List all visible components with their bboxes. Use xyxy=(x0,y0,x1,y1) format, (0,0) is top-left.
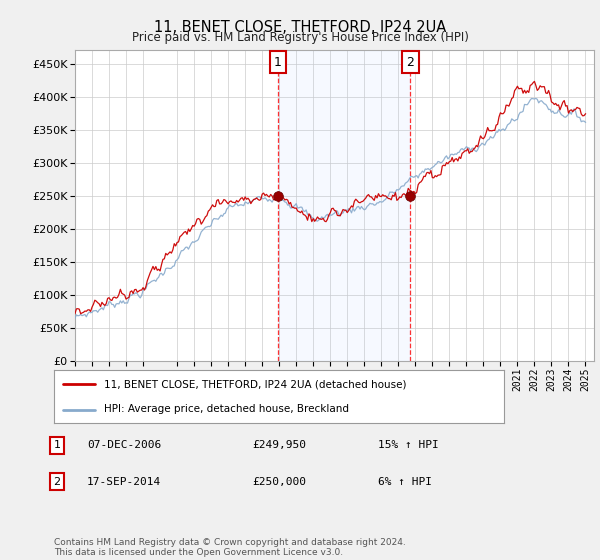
Text: 6% ↑ HPI: 6% ↑ HPI xyxy=(378,477,432,487)
Text: 17-SEP-2014: 17-SEP-2014 xyxy=(87,477,161,487)
Text: 07-DEC-2006: 07-DEC-2006 xyxy=(87,440,161,450)
Bar xyxy=(278,50,410,361)
Text: £250,000: £250,000 xyxy=(252,477,306,487)
Text: 1: 1 xyxy=(53,440,61,450)
Text: Contains HM Land Registry data © Crown copyright and database right 2024.
This d: Contains HM Land Registry data © Crown c… xyxy=(54,538,406,557)
Text: 11, BENET CLOSE, THETFORD, IP24 2UA: 11, BENET CLOSE, THETFORD, IP24 2UA xyxy=(154,20,446,35)
Text: 2: 2 xyxy=(406,56,415,69)
Text: 2: 2 xyxy=(53,477,61,487)
Text: £249,950: £249,950 xyxy=(252,440,306,450)
Text: 11, BENET CLOSE, THETFORD, IP24 2UA (detached house): 11, BENET CLOSE, THETFORD, IP24 2UA (det… xyxy=(104,380,406,390)
Text: 15% ↑ HPI: 15% ↑ HPI xyxy=(378,440,439,450)
Text: HPI: Average price, detached house, Breckland: HPI: Average price, detached house, Brec… xyxy=(104,404,349,414)
Text: 1: 1 xyxy=(274,56,282,69)
Text: Price paid vs. HM Land Registry's House Price Index (HPI): Price paid vs. HM Land Registry's House … xyxy=(131,31,469,44)
